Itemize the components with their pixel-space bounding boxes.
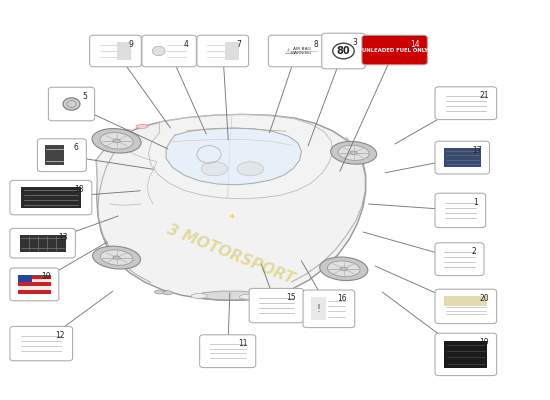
Text: 18: 18 <box>75 185 84 194</box>
FancyBboxPatch shape <box>435 289 497 324</box>
FancyBboxPatch shape <box>10 228 75 258</box>
Bar <box>444 341 487 368</box>
Ellipse shape <box>155 290 164 294</box>
Bar <box>18 278 51 282</box>
FancyBboxPatch shape <box>48 87 95 121</box>
Polygon shape <box>201 291 261 300</box>
Circle shape <box>152 46 165 56</box>
FancyBboxPatch shape <box>435 141 490 174</box>
Text: 11: 11 <box>239 339 248 348</box>
FancyBboxPatch shape <box>435 243 484 276</box>
Text: 3 MOTORSPORT: 3 MOTORSPORT <box>165 222 296 286</box>
Bar <box>18 282 51 286</box>
Ellipse shape <box>340 267 348 270</box>
Ellipse shape <box>163 291 173 295</box>
Text: AIR BAG: AIR BAG <box>293 47 311 51</box>
Ellipse shape <box>350 151 357 154</box>
Text: 4: 4 <box>184 40 189 48</box>
Ellipse shape <box>92 246 141 269</box>
Ellipse shape <box>201 162 228 176</box>
FancyBboxPatch shape <box>249 288 304 323</box>
Bar <box>224 42 239 60</box>
Bar <box>18 290 51 294</box>
Ellipse shape <box>320 257 368 280</box>
Polygon shape <box>96 123 162 204</box>
FancyBboxPatch shape <box>10 268 59 301</box>
Bar <box>117 42 131 60</box>
Ellipse shape <box>113 139 120 143</box>
Text: UNLEADED FUEL ONLY: UNLEADED FUEL ONLY <box>362 48 428 52</box>
Text: 2: 2 <box>471 247 476 256</box>
Text: 7: 7 <box>236 40 241 48</box>
FancyBboxPatch shape <box>200 335 256 368</box>
Ellipse shape <box>100 132 133 149</box>
FancyBboxPatch shape <box>435 193 486 228</box>
Circle shape <box>63 98 80 110</box>
Circle shape <box>333 43 354 59</box>
FancyBboxPatch shape <box>303 290 355 328</box>
Bar <box>20 234 66 252</box>
Text: ✦: ✦ <box>229 212 235 220</box>
Bar <box>18 286 51 290</box>
FancyBboxPatch shape <box>10 326 73 361</box>
Polygon shape <box>148 114 333 199</box>
Text: 8: 8 <box>313 40 318 48</box>
FancyBboxPatch shape <box>268 35 326 67</box>
Text: 3: 3 <box>353 38 358 47</box>
Ellipse shape <box>237 162 263 176</box>
Bar <box>18 275 32 282</box>
Ellipse shape <box>191 294 207 298</box>
Text: WARNING: WARNING <box>292 51 312 55</box>
FancyBboxPatch shape <box>362 35 427 65</box>
Text: 13: 13 <box>58 233 68 242</box>
Bar <box>311 297 326 320</box>
Text: ⚠: ⚠ <box>284 46 292 56</box>
Ellipse shape <box>239 294 256 299</box>
FancyBboxPatch shape <box>37 139 86 172</box>
Ellipse shape <box>327 261 360 277</box>
FancyBboxPatch shape <box>435 333 497 376</box>
Text: 1: 1 <box>473 198 478 206</box>
Polygon shape <box>166 128 301 185</box>
Ellipse shape <box>101 250 133 265</box>
Polygon shape <box>96 114 366 300</box>
Text: !: ! <box>317 304 321 314</box>
Ellipse shape <box>113 256 120 259</box>
Ellipse shape <box>92 128 141 153</box>
Bar <box>21 187 81 208</box>
Text: 14: 14 <box>410 40 420 48</box>
Text: 16: 16 <box>338 294 347 303</box>
Text: 21: 21 <box>480 91 489 100</box>
FancyBboxPatch shape <box>10 180 92 215</box>
Text: 15: 15 <box>287 293 296 302</box>
FancyBboxPatch shape <box>142 35 196 67</box>
Text: 12: 12 <box>56 331 65 340</box>
FancyBboxPatch shape <box>90 35 141 67</box>
Text: 80: 80 <box>337 46 350 56</box>
Ellipse shape <box>120 129 133 133</box>
Ellipse shape <box>136 124 148 128</box>
Text: 20: 20 <box>479 294 489 302</box>
Text: 17: 17 <box>472 146 482 155</box>
Bar <box>443 148 481 167</box>
Text: 5: 5 <box>82 92 87 101</box>
FancyBboxPatch shape <box>435 87 497 120</box>
Bar <box>18 275 51 278</box>
Ellipse shape <box>331 142 377 164</box>
Bar <box>45 146 63 165</box>
Text: 6: 6 <box>74 143 79 152</box>
FancyBboxPatch shape <box>197 35 249 67</box>
Bar <box>444 296 487 306</box>
Ellipse shape <box>338 145 369 160</box>
FancyBboxPatch shape <box>322 33 365 69</box>
Text: 10: 10 <box>42 272 51 282</box>
Text: 19: 19 <box>479 338 489 346</box>
Text: 9: 9 <box>129 40 134 48</box>
